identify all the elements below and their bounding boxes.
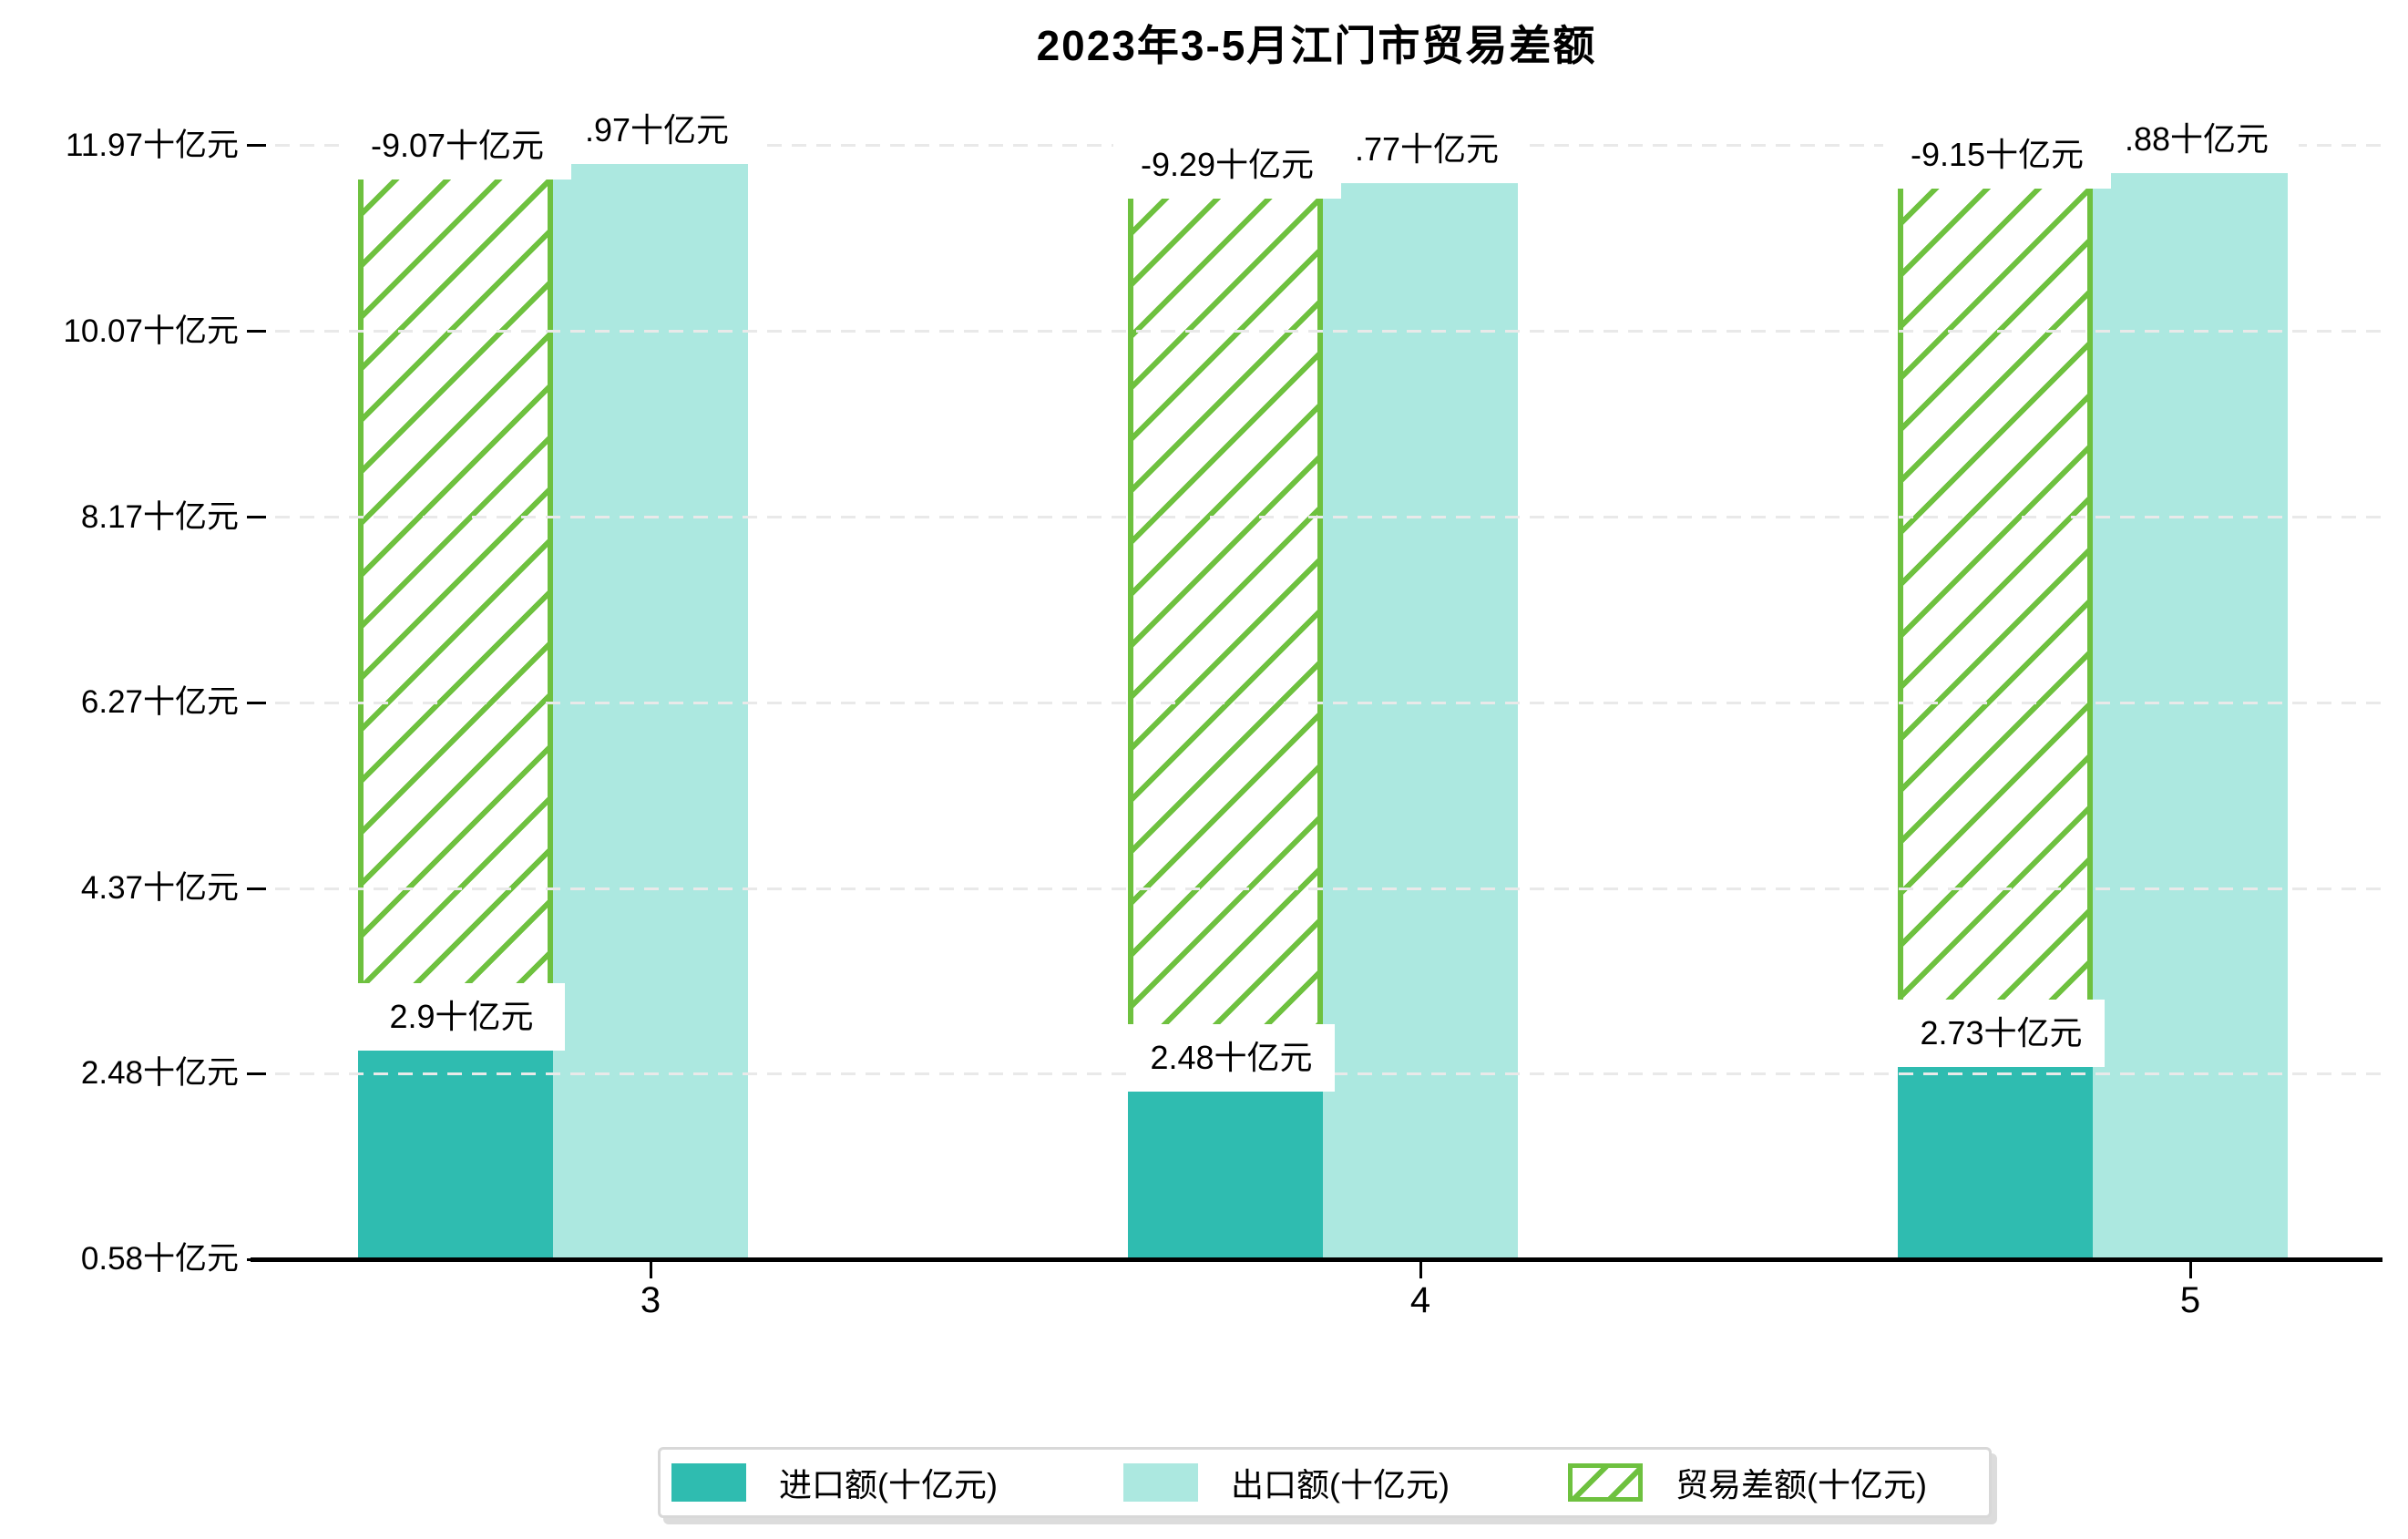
y-tick-label: 2.48十亿元 — [80, 1055, 239, 1092]
import-value-label: 2.48十亿元 — [1128, 1024, 1335, 1093]
y-tick-label: 8.17十亿元 — [80, 498, 239, 535]
import-bar[interactable] — [1898, 1067, 2093, 1259]
legend-label-exports: 出口额(十亿元) — [1231, 1466, 1450, 1503]
y-tick-mark — [247, 144, 266, 148]
trade-balance-bar[interactable] — [358, 163, 553, 1052]
trade-balance-bar[interactable] — [1128, 183, 1323, 1093]
x-tick-label[interactable]: 3 — [640, 1280, 661, 1320]
export-bar[interactable] — [2093, 172, 2288, 1259]
x-tick-mark — [2188, 1262, 2192, 1278]
chart-title: 2023年3-5月江门市贸易差额 — [1036, 22, 1597, 69]
gridline — [251, 701, 2382, 704]
trade-balance-value-label: -9.07十亿元 — [343, 111, 571, 180]
export-bar[interactable] — [553, 163, 748, 1259]
import-value-label: 2.73十亿元 — [1898, 1000, 2105, 1068]
export-bar[interactable] — [1323, 183, 1518, 1259]
gridline — [251, 330, 2382, 333]
export-value-label: .77十亿元 — [1325, 116, 1529, 184]
export-value-label: .97十亿元 — [555, 96, 759, 164]
trade-balance-swatch-icon — [1568, 1463, 1643, 1502]
x-tick-mark — [649, 1262, 652, 1278]
gridline — [251, 887, 2382, 890]
x-tick-label[interactable]: 5 — [2179, 1280, 2201, 1320]
y-tick-mark — [247, 701, 266, 704]
legend-label-imports: 进口额(十亿元) — [779, 1466, 998, 1503]
y-tick-mark — [247, 516, 266, 519]
imports-swatch-icon — [671, 1463, 746, 1502]
trade-balance-value-label: -9.15十亿元 — [1883, 120, 2111, 189]
exports-swatch-icon — [1123, 1463, 1198, 1502]
y-tick-label: 6.27十亿元 — [80, 684, 239, 721]
x-axis-line — [251, 1257, 2382, 1262]
legend-item-trade-balance[interactable]: 贸易差额(十亿元) — [1568, 1450, 1927, 1515]
y-tick-label: 11.97十亿元 — [66, 127, 239, 163]
gridline — [251, 516, 2382, 519]
y-tick-label: 10.07十亿元 — [63, 313, 239, 349]
y-tick-mark — [247, 887, 266, 890]
y-tick-label: 0.58十亿元 — [80, 1241, 239, 1277]
trade-balance-value-label: -9.29十亿元 — [1113, 131, 1341, 200]
import-bar[interactable] — [358, 1051, 553, 1259]
y-tick-mark — [247, 330, 266, 333]
import-bar[interactable] — [1128, 1092, 1323, 1259]
trade-balance-bar[interactable] — [1898, 172, 2093, 1068]
y-tick-label: 4.37十亿元 — [80, 870, 239, 907]
legend-item-exports[interactable]: 出口额(十亿元) — [1123, 1450, 1450, 1515]
x-tick-mark — [1419, 1262, 1422, 1278]
legend-label-trade-balance: 贸易差额(十亿元) — [1675, 1466, 1927, 1503]
x-tick-label[interactable]: 4 — [1409, 1280, 1431, 1320]
y-tick-mark — [247, 1072, 266, 1075]
legend-item-imports[interactable]: 进口额(十亿元) — [671, 1450, 998, 1515]
legend: 进口额(十亿元) 出口额(十亿元) 贸易差额(十亿元) — [658, 1447, 1992, 1518]
import-value-label: 2.9十亿元 — [358, 983, 565, 1052]
export-value-label: .88十亿元 — [2095, 105, 2299, 173]
